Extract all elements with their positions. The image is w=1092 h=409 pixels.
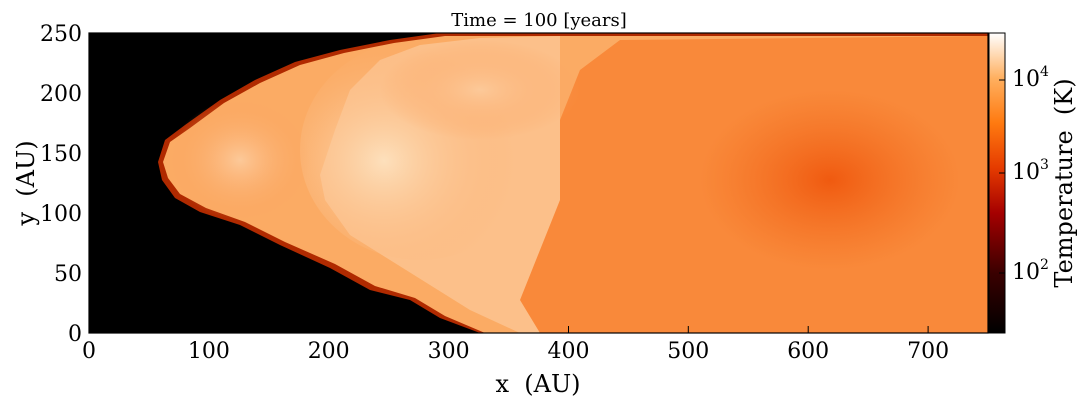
x-tick-label: 700 xyxy=(907,339,949,364)
colorbar-tick-label: 103 xyxy=(1012,157,1049,185)
x-tick-label: 500 xyxy=(667,339,709,364)
colorbar-gradient xyxy=(988,32,1006,334)
x-tick-200: 200 xyxy=(308,326,350,364)
bright-knot-2 xyxy=(170,100,310,220)
x-tick-100: 100 xyxy=(188,326,230,364)
x-tick-600: 600 xyxy=(787,326,829,364)
x-tick-label: 100 xyxy=(188,339,230,364)
x-axis: 0 100 200 300 400 500 600 700 xyxy=(82,326,949,364)
heatmap-field xyxy=(89,33,988,333)
colorbar-tick-1e2: 102 xyxy=(999,257,1049,285)
x-axis-label: x (AU) xyxy=(495,370,580,398)
plot-frame xyxy=(88,32,989,334)
hot-core xyxy=(700,90,960,270)
y-tick-label: 250 xyxy=(40,22,82,47)
y-tick-label: 100 xyxy=(40,202,82,227)
x-tick-label: 600 xyxy=(787,339,829,364)
y-tick-label: 50 xyxy=(54,262,82,287)
y-axis: 0 50 100 150 200 250 xyxy=(40,22,96,347)
x-tick-label: 300 xyxy=(428,339,470,364)
x-tick-label: 400 xyxy=(548,339,590,364)
y-tick-100: 100 xyxy=(40,202,96,227)
y-tick-150: 150 xyxy=(40,142,96,167)
y-tick-200: 200 xyxy=(40,82,96,107)
x-tick-label: 200 xyxy=(308,339,350,364)
colorbar-label: Temperature (K) xyxy=(1050,78,1078,287)
x-tick-500: 500 xyxy=(667,326,709,364)
bright-knot-3 xyxy=(380,40,580,140)
chart-title: Time = 100 [years] xyxy=(451,10,627,31)
colorbar-tick-label: 102 xyxy=(1012,257,1049,285)
x-tick-400: 400 xyxy=(548,326,590,364)
y-tick-label: 150 xyxy=(40,142,82,167)
x-tick-300: 300 xyxy=(428,326,470,364)
y-tick-50: 50 xyxy=(54,262,96,287)
y-tick-label: 200 xyxy=(40,82,82,107)
colorbar-tick-1e4: 104 xyxy=(999,64,1049,92)
y-tick-0: 0 xyxy=(68,322,96,347)
x-tick-0: 0 xyxy=(82,326,96,364)
colorbar-tick-1e3: 103 xyxy=(999,157,1049,185)
x-tick-700: 700 xyxy=(907,326,949,364)
x-tick-label: 0 xyxy=(82,339,96,364)
y-axis-label: y (AU) xyxy=(12,140,40,226)
y-tick-label: 0 xyxy=(68,322,82,347)
colorbar-tick-label: 104 xyxy=(1012,64,1049,92)
y-tick-250: 250 xyxy=(40,22,96,47)
colorbar: 102 103 104 Temperature (K) xyxy=(988,32,1078,334)
